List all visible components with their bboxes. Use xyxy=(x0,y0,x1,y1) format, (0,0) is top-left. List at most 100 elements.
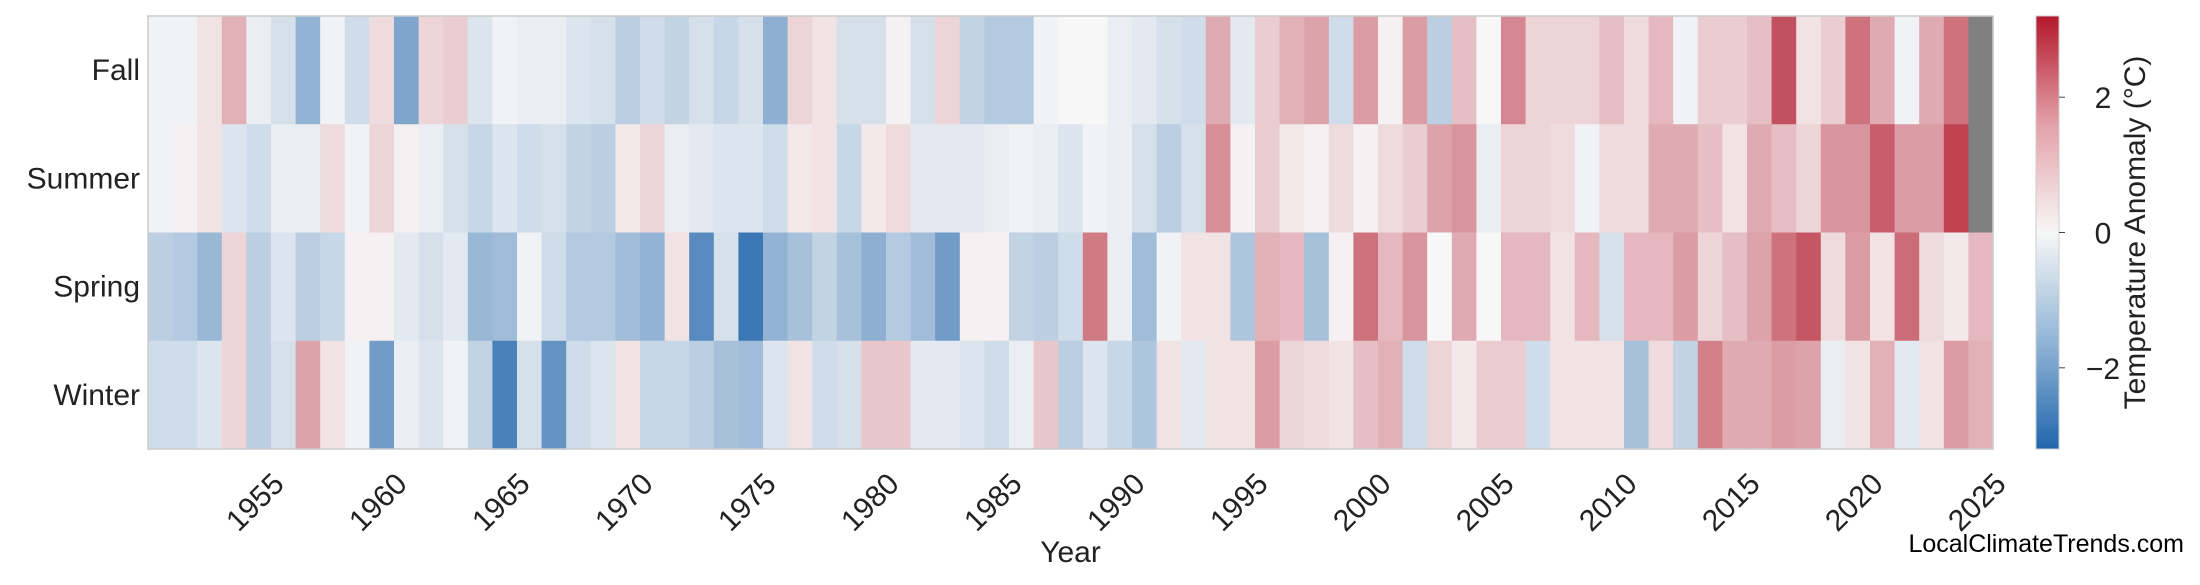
heatmap-cell-winter-1973 xyxy=(713,340,739,450)
x-tick-label-1990: 1990 xyxy=(1081,467,1152,538)
heatmap-cell-fall-1985 xyxy=(1009,16,1035,125)
x-tick-label-2025: 2025 xyxy=(1942,467,2013,538)
heatmap-cell-summer-1966 xyxy=(541,124,567,234)
heatmap-cell-fall-1955 xyxy=(271,16,297,125)
heatmap-cell-fall-1998 xyxy=(1328,16,1354,125)
heatmap-cell-fall-1997 xyxy=(1304,16,1330,125)
heatmap-cell-winter-1967 xyxy=(566,340,592,450)
heatmap-cell-spring-2017 xyxy=(1796,232,1822,342)
heatmap-cell-summer-1954 xyxy=(246,124,272,234)
heatmap-cell-spring-2020 xyxy=(1870,232,1896,342)
heatmap-cell-fall-1996 xyxy=(1279,16,1305,125)
heatmap-cell-spring-1990 xyxy=(1132,232,1158,342)
x-tick-label-1995: 1995 xyxy=(1204,467,1275,538)
heatmap-cell-summer-1962 xyxy=(443,124,469,234)
heatmap-cell-spring-2003 xyxy=(1451,232,1477,342)
colorbar-label: Temperature Anomaly (°C) xyxy=(2119,56,2152,410)
heatmap-cell-summer-1981 xyxy=(910,124,936,234)
heatmap-cell-spring-1995 xyxy=(1255,232,1281,342)
heatmap-cell-winter-2004 xyxy=(1476,340,1502,450)
heatmap-cell-spring-2009 xyxy=(1599,232,1625,342)
heatmap-cell-winter-1957 xyxy=(320,340,346,450)
heatmap-cell-fall-2013 xyxy=(1697,16,1723,125)
heatmap-cell-winter-1978 xyxy=(836,340,862,450)
heatmap-cell-spring-1950 xyxy=(148,232,174,342)
heatmap-cell-winter-1981 xyxy=(910,340,936,450)
heatmap-cell-spring-1958 xyxy=(344,232,370,342)
x-axis-label: Year xyxy=(1040,536,1101,569)
colorbar-tick-label: −2 xyxy=(2086,353,2120,386)
heatmap-cell-summer-1998 xyxy=(1328,124,1354,234)
heatmap-cell-winter-1950 xyxy=(148,340,174,450)
heatmap-cell-fall-1995 xyxy=(1255,16,1281,125)
heatmap-cell-fall-1984 xyxy=(984,16,1010,125)
heatmap-cell-fall-1954 xyxy=(246,16,272,125)
row-label-winter: Winter xyxy=(53,379,140,412)
heatmap-cell-winter-1952 xyxy=(197,340,223,450)
heatmap-cell-fall-1990 xyxy=(1132,16,1158,125)
x-tick-label-2020: 2020 xyxy=(1819,467,1890,538)
heatmap-cell-summer-1983 xyxy=(959,124,985,234)
heatmap-cell-winter-1956 xyxy=(295,340,321,450)
heatmap-cell-spring-1998 xyxy=(1328,232,1354,342)
heatmap-cell-fall-1993 xyxy=(1205,16,1231,125)
heatmap-cell-winter-1985 xyxy=(1009,340,1035,450)
heatmap-cell-fall-2004 xyxy=(1476,16,1502,125)
heatmap-cell-winter-1969 xyxy=(615,340,641,450)
x-tick-label-2005: 2005 xyxy=(1450,467,1521,538)
heatmap-cell-summer-1964 xyxy=(492,124,518,234)
heatmap-cell-summer-1974 xyxy=(738,124,764,234)
plot-frame xyxy=(147,15,1994,450)
heatmap-cell-spring-2001 xyxy=(1402,232,1428,342)
x-tick-label-2000: 2000 xyxy=(1327,467,1398,538)
heatmap-cell-spring-1985 xyxy=(1009,232,1035,342)
heatmap-cell-winter-1955 xyxy=(271,340,297,450)
row-labels: Fall Summer Spring Winter xyxy=(27,54,140,412)
heatmap-cell-summer-1951 xyxy=(172,124,198,234)
heatmap-cell-spring-1991 xyxy=(1156,232,1182,342)
heatmap-cell-winter-1991 xyxy=(1156,340,1182,450)
x-tick-label-1965: 1965 xyxy=(466,467,537,538)
heatmap-cell-spring-2008 xyxy=(1574,232,1600,342)
heatmap-cell-winter-1999 xyxy=(1353,340,1379,450)
heatmap-cell-summer-1955 xyxy=(271,124,297,234)
heatmap-cell-fall-2021 xyxy=(1894,16,1920,125)
heatmap-cell-winter-1984 xyxy=(984,340,1010,450)
heatmap-cell-fall-1959 xyxy=(369,16,395,125)
heatmap-cell-fall-1982 xyxy=(935,16,961,125)
heatmap-cell-winter-2007 xyxy=(1550,340,1576,450)
heatmap-cell-fall-1974 xyxy=(738,16,764,125)
heatmap-cell-spring-1962 xyxy=(443,232,469,342)
heatmap-cell-fall-1960 xyxy=(394,16,420,125)
heatmap-cell-spring-1954 xyxy=(246,232,272,342)
heatmap-cell-summer-2004 xyxy=(1476,124,1502,234)
heatmap-cell-spring-1957 xyxy=(320,232,346,342)
heatmap-cell-fall-1970 xyxy=(640,16,666,125)
heatmap-cell-winter-1970 xyxy=(640,340,666,450)
heatmap-cell-winter-2008 xyxy=(1574,340,1600,450)
x-tick-label-1960: 1960 xyxy=(343,467,414,538)
heatmap-cell-fall-1950 xyxy=(148,16,174,125)
heatmap-cell-winter-2001 xyxy=(1402,340,1428,450)
heatmap-cell-winter-1966 xyxy=(541,340,567,450)
heatmap-cell-spring-1992 xyxy=(1181,232,1207,342)
heatmap-cell-fall-2012 xyxy=(1673,16,1699,125)
heatmap-cell-spring-1978 xyxy=(836,232,862,342)
heatmap-cell-winter-1953 xyxy=(221,340,247,450)
heatmap-cell-fall-2007 xyxy=(1550,16,1576,125)
heatmap-cell-summer-1950 xyxy=(148,124,174,234)
heatmap-cell-spring-2011 xyxy=(1648,232,1674,342)
heatmap-cell-summer-1979 xyxy=(861,124,887,234)
heatmap-cell-spring-2016 xyxy=(1771,232,1797,342)
heatmap-cell-spring-1963 xyxy=(467,232,493,342)
heatmap-cell-winter-2000 xyxy=(1378,340,1404,450)
heatmap-cell-winter-1977 xyxy=(812,340,838,450)
heatmap-cell-spring-2014 xyxy=(1722,232,1748,342)
heatmap-cell-winter-2019 xyxy=(1845,340,1871,450)
heatmap-cell-fall-1976 xyxy=(787,16,813,125)
heatmap-cell-winter-1964 xyxy=(492,340,518,450)
x-tick-label-2015: 2015 xyxy=(1696,467,1767,538)
heatmap-cell-spring-1972 xyxy=(689,232,715,342)
heatmap-cell-summer-1969 xyxy=(615,124,641,234)
